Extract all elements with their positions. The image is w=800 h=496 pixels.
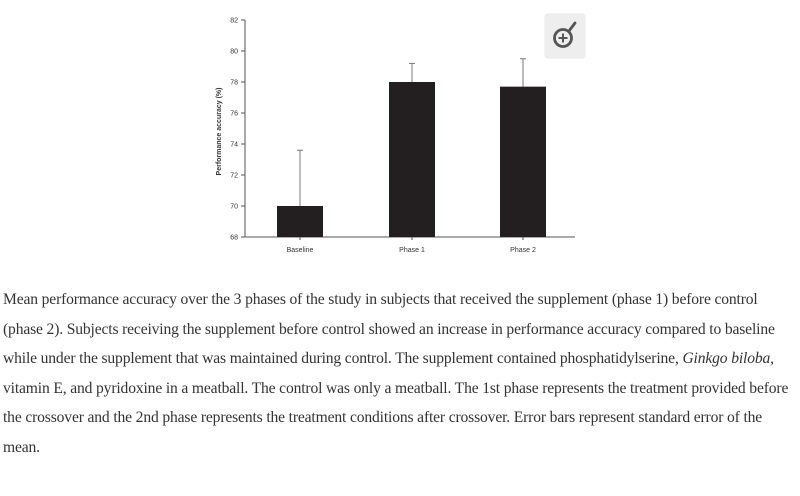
y-tick-label: 68 <box>230 235 238 242</box>
y-tick-label: 72 <box>230 173 238 180</box>
caption-species-name: Ginkgo biloba <box>682 350 771 368</box>
figure: 68 70 72 74 76 78 80 82 Performance accuracy (%)… <box>216 14 585 254</box>
x-tick-label: Phase 1 <box>399 247 425 254</box>
x-tick-label: Baseline <box>287 247 314 254</box>
caption-text-2: , vitamin E, and pyridoxine in a meatbal… <box>3 350 789 456</box>
y-axis-title: Performance accuracy (%) <box>216 88 223 176</box>
bar <box>277 206 323 237</box>
caption-text-1: Mean performance accuracy over the 3 pha… <box>3 291 775 368</box>
bar-chart: 68 70 72 74 76 78 80 82 Performance accuracy (%)… <box>216 18 575 254</box>
bar <box>500 86 546 238</box>
y-tick-label: 76 <box>230 111 238 118</box>
figure-caption: Mean performance accuracy over the 3 pha… <box>3 285 797 463</box>
zoom-in-icon <box>553 21 577 48</box>
y-tick-label: 78 <box>230 80 238 87</box>
y-tick-label: 74 <box>230 142 238 149</box>
y-tick-label: 80 <box>230 49 238 56</box>
bar <box>389 82 435 237</box>
x-tick-label: Phase 2 <box>510 247 536 254</box>
y-tick-label: 70 <box>230 204 238 211</box>
zoom-button[interactable] <box>545 14 585 58</box>
y-tick-label: 82 <box>230 18 238 25</box>
